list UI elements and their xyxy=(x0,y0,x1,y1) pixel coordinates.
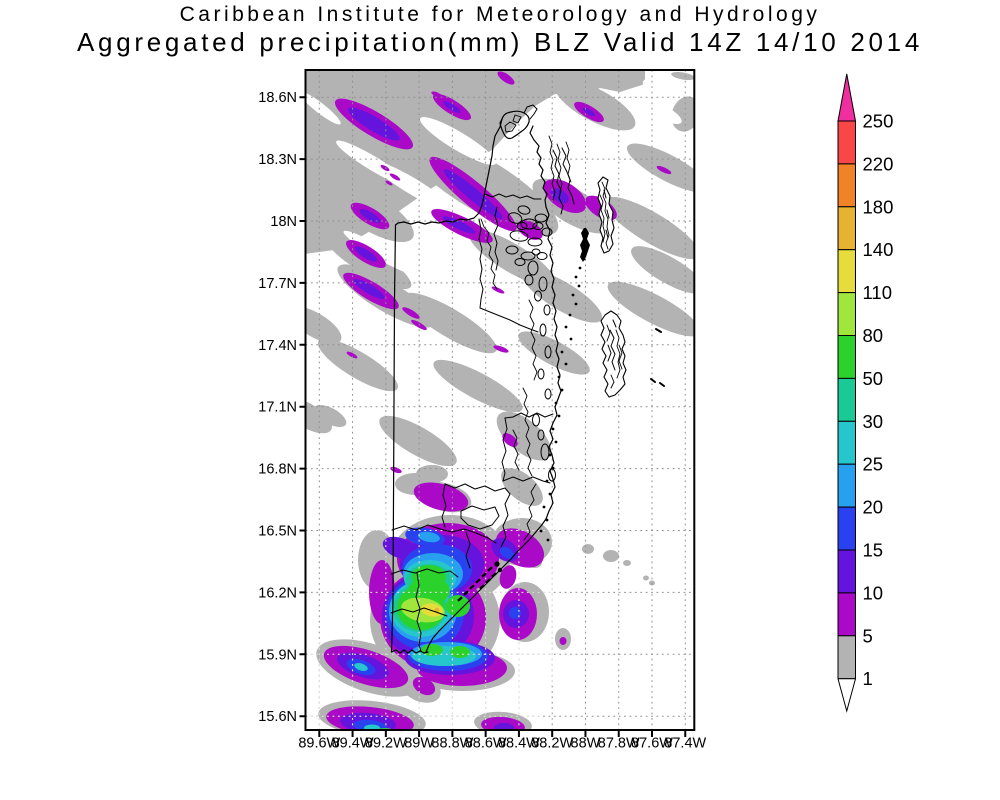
svg-text:10: 10 xyxy=(863,582,884,603)
svg-text:88W: 88W xyxy=(571,736,601,752)
svg-text:50: 50 xyxy=(863,368,884,389)
svg-text:87.6W: 87.6W xyxy=(631,736,673,752)
svg-text:87.8W: 87.8W xyxy=(598,736,640,752)
svg-text:88.2W: 88.2W xyxy=(531,736,573,752)
svg-text:18N: 18N xyxy=(270,214,297,230)
svg-text:18.3N: 18.3N xyxy=(258,152,297,168)
svg-text:18.6N: 18.6N xyxy=(258,90,297,106)
svg-text:16.2N: 16.2N xyxy=(258,585,297,601)
svg-text:17.4N: 17.4N xyxy=(258,338,297,354)
svg-text:5: 5 xyxy=(863,625,873,646)
svg-text:87.4W: 87.4W xyxy=(664,736,706,752)
svg-text:250: 250 xyxy=(863,111,894,132)
svg-text:220: 220 xyxy=(863,153,894,174)
svg-text:180: 180 xyxy=(863,196,894,217)
svg-text:15: 15 xyxy=(863,540,884,561)
svg-text:17.1N: 17.1N xyxy=(258,400,297,416)
svg-text:25: 25 xyxy=(863,454,884,475)
svg-text:1: 1 xyxy=(863,668,873,689)
svg-text:20: 20 xyxy=(863,497,884,518)
svg-text:89.4W: 89.4W xyxy=(332,736,374,752)
svg-text:16.5N: 16.5N xyxy=(258,524,297,540)
svg-text:89.2W: 89.2W xyxy=(365,736,407,752)
svg-text:89W: 89W xyxy=(404,736,434,752)
svg-text:88.8W: 88.8W xyxy=(431,736,473,752)
svg-text:88.4W: 88.4W xyxy=(498,736,540,752)
svg-text:15.6N: 15.6N xyxy=(258,709,297,725)
svg-text:140: 140 xyxy=(863,239,894,260)
svg-text:80: 80 xyxy=(863,325,884,346)
svg-text:15.9N: 15.9N xyxy=(258,647,297,663)
svg-text:30: 30 xyxy=(863,411,884,432)
svg-text:88.6W: 88.6W xyxy=(465,736,507,752)
svg-text:89.6W: 89.6W xyxy=(298,736,340,752)
svg-text:110: 110 xyxy=(863,282,893,303)
svg-text:17.7N: 17.7N xyxy=(258,276,297,292)
svg-text:16.8N: 16.8N xyxy=(258,462,297,478)
